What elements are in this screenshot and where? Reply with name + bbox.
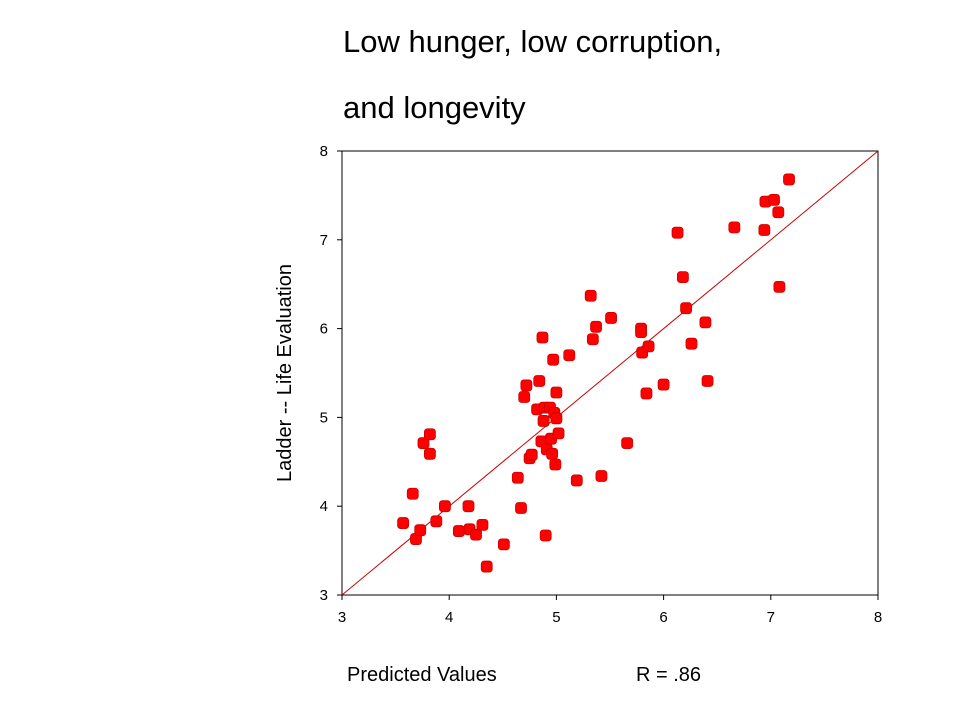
data-point <box>640 387 653 400</box>
data-point <box>758 224 771 236</box>
data-point <box>497 538 510 551</box>
data-point <box>570 474 583 487</box>
x-tick-label: 6 <box>659 609 667 626</box>
data-point <box>480 560 493 573</box>
data-point <box>642 340 655 353</box>
x-tick-label: 4 <box>445 609 453 626</box>
plot-area-frame <box>341 150 879 596</box>
data-point <box>552 427 565 440</box>
data-point <box>439 500 451 513</box>
data-point <box>476 518 489 531</box>
data-points-group <box>397 173 795 573</box>
data-point <box>657 378 670 391</box>
data-point <box>470 528 482 541</box>
data-point <box>462 500 475 513</box>
data-point <box>563 349 576 362</box>
y-axis-title: Ladder -- Life Evaluation <box>274 264 296 482</box>
data-point <box>605 312 617 324</box>
data-point <box>635 326 647 339</box>
data-point <box>520 379 533 392</box>
data-point <box>424 447 436 460</box>
data-point <box>680 302 693 315</box>
data-point <box>685 337 698 350</box>
data-point <box>536 331 549 344</box>
data-point <box>595 470 608 482</box>
x-tick-label: 5 <box>552 609 560 626</box>
data-point <box>676 271 689 283</box>
slide-title-line-1: Low hunger, low corruption, <box>343 24 723 59</box>
data-point <box>537 415 550 427</box>
x-tick-label: 3 <box>338 609 346 626</box>
data-point <box>452 525 465 537</box>
slide-title-line-2: and longevity <box>343 90 526 125</box>
data-point <box>671 226 684 239</box>
x-axis-ticks: 3 4 5 6 7 8 <box>338 595 882 626</box>
y-tick-label: 3 <box>320 587 328 604</box>
data-point <box>397 517 410 529</box>
data-point <box>417 437 430 450</box>
data-point <box>525 448 538 461</box>
y-tick-label: 5 <box>320 409 328 426</box>
data-point <box>549 458 562 471</box>
data-point <box>768 193 780 206</box>
data-point <box>406 487 419 500</box>
x-tick-label: 8 <box>874 609 882 626</box>
y-axis-ticks: 3 4 5 6 7 8 <box>320 143 342 604</box>
y-tick-label: 4 <box>320 498 328 515</box>
correlation-value: R = .86 <box>636 664 702 686</box>
data-point <box>586 333 599 346</box>
data-point <box>773 280 786 293</box>
data-point <box>590 320 602 333</box>
data-point <box>547 353 560 366</box>
data-point <box>414 524 427 537</box>
data-point <box>699 316 712 329</box>
data-point <box>701 375 714 387</box>
data-point <box>539 529 552 542</box>
data-point <box>550 412 563 425</box>
data-point <box>533 375 546 387</box>
y-tick-label: 7 <box>320 232 328 249</box>
data-point <box>515 502 527 514</box>
data-point <box>550 386 563 399</box>
data-point <box>546 447 559 460</box>
data-point <box>511 471 524 484</box>
x-tick-label: 7 <box>767 609 775 626</box>
data-point <box>772 206 785 219</box>
data-point <box>518 391 531 403</box>
data-point <box>621 437 634 450</box>
data-point <box>728 221 741 234</box>
x-axis-title: Predicted Values <box>347 664 497 686</box>
data-point <box>584 289 597 302</box>
y-tick-label: 6 <box>320 321 328 338</box>
data-point <box>783 173 795 186</box>
data-point <box>424 428 436 441</box>
y-tick-label: 8 <box>320 143 328 160</box>
data-point <box>430 515 443 528</box>
